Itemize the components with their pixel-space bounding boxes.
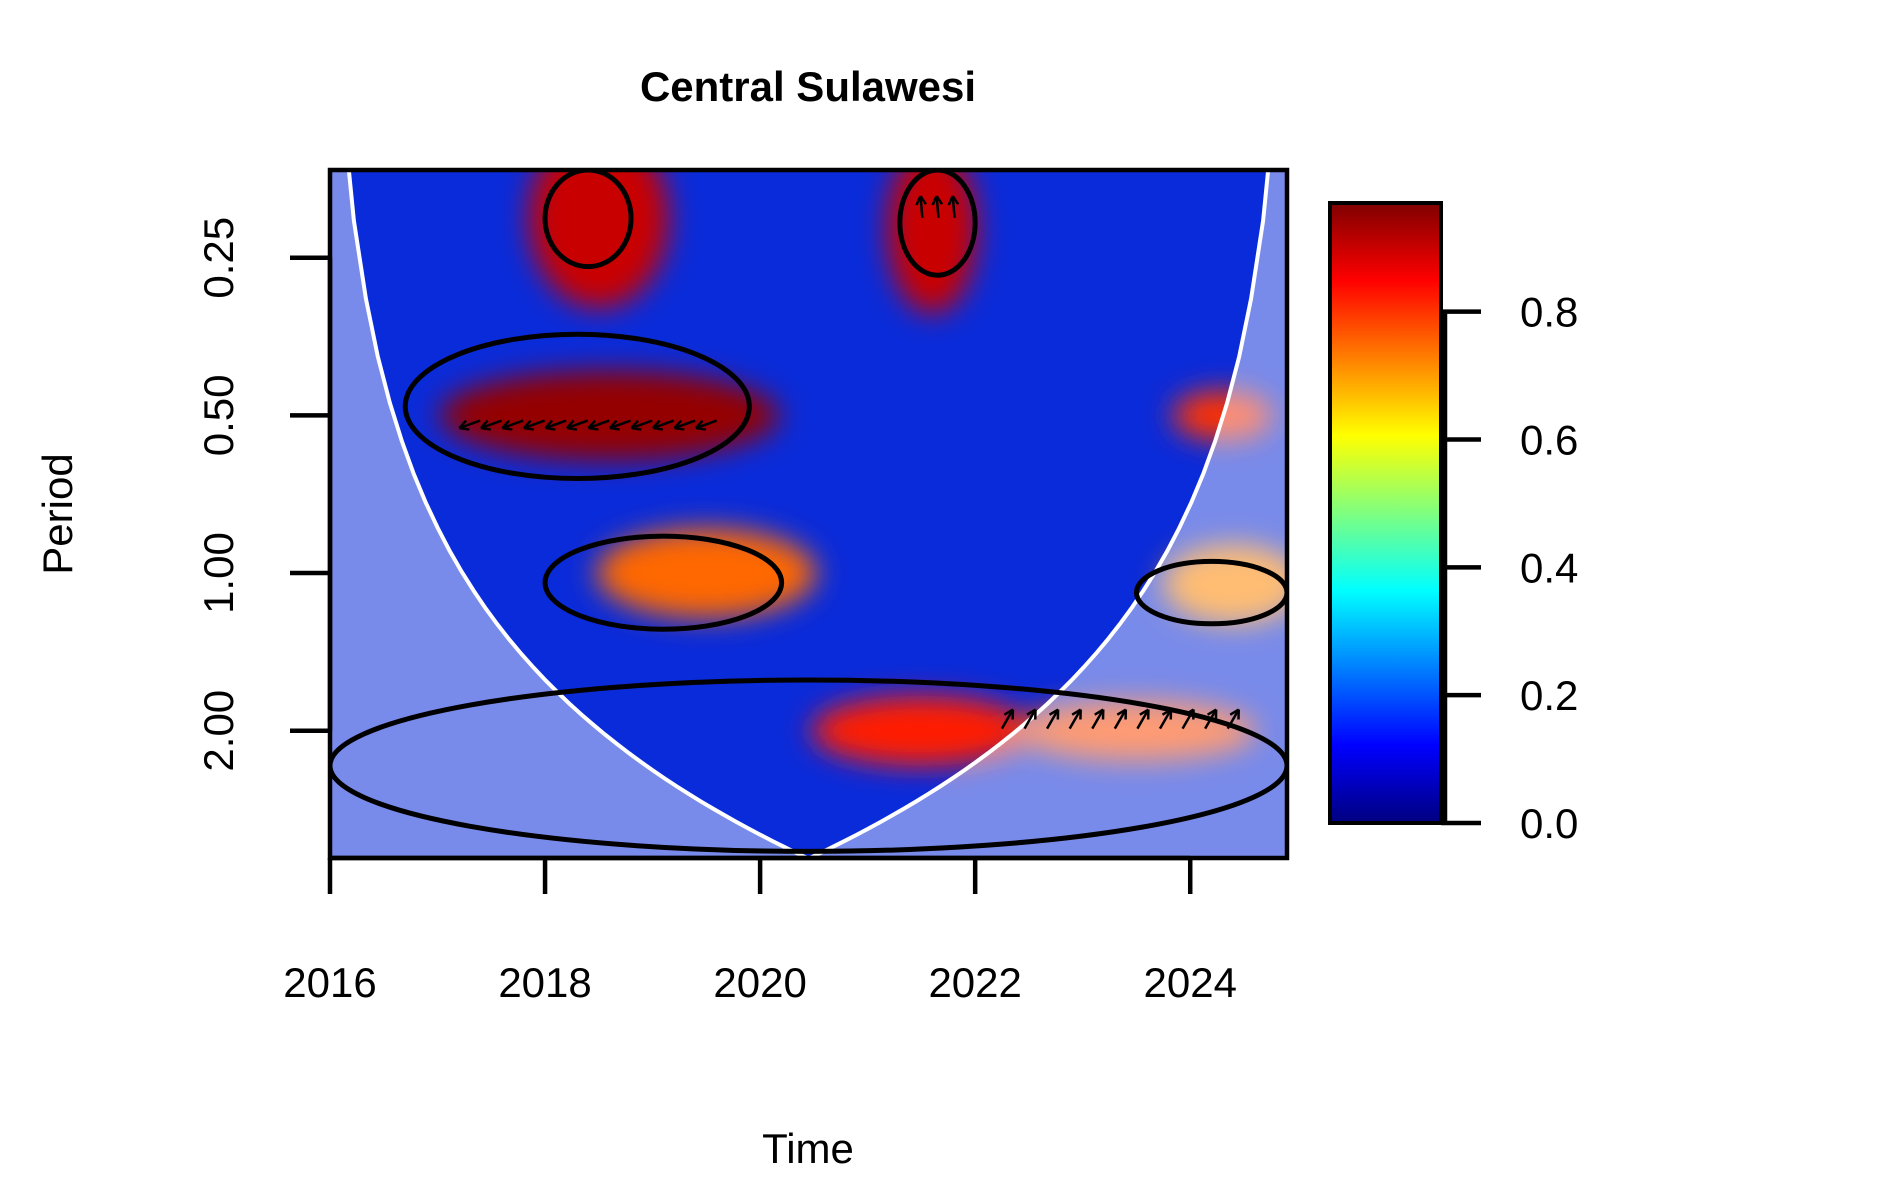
y-axis-title: Period <box>34 453 81 574</box>
colorbar-axis: 0.0 0.2 0.4 0.6 0.8 <box>1441 289 1578 847</box>
colorbar <box>1328 201 1443 825</box>
cone-of-influence-line <box>346 170 1271 858</box>
coi-shade <box>330 170 1287 858</box>
significance-contour-middle <box>542 533 785 632</box>
significance-contour-right <box>1133 558 1287 627</box>
phase-arrow <box>1226 708 1240 730</box>
significance-contours <box>330 170 1287 854</box>
phase-arrow <box>630 419 653 431</box>
heatmap-hotspot <box>811 695 1032 766</box>
y-tick-label: 1.00 <box>195 532 242 614</box>
x-axis-title: Time <box>762 1125 854 1172</box>
phase-arrow <box>1046 708 1060 730</box>
significance-contour-bottom-band <box>330 677 1287 854</box>
phase-arrow <box>480 419 503 431</box>
phase-arrow <box>1181 708 1195 730</box>
heatmap-hotspot <box>439 370 780 461</box>
y-tick-label: 0.50 <box>195 375 242 457</box>
phase-arrow <box>587 419 610 431</box>
chart-title: Central Sulawesi <box>640 63 976 110</box>
phase-arrow <box>947 195 960 219</box>
x-tick-label: 2022 <box>928 959 1021 1006</box>
phase-arrow <box>673 419 696 431</box>
phase-arrow <box>544 419 567 431</box>
y-axis: 0.25 0.50 1.00 2.00 <box>195 217 333 772</box>
phase-arrow <box>695 419 718 431</box>
phase-arrow <box>652 419 675 431</box>
y-tick-label: 0.25 <box>195 217 242 299</box>
plot-area <box>330 170 1287 858</box>
phase-arrow <box>523 419 546 431</box>
phase-arrow <box>501 419 524 431</box>
significance-contour-left-middle <box>402 331 752 482</box>
heatmap-hotspot <box>596 528 817 619</box>
x-axis: 2016 2018 2020 2022 2024 <box>283 855 1237 1006</box>
phase-arrow <box>566 419 589 431</box>
phase-arrow <box>1113 708 1128 730</box>
cone-of-influence-shade <box>330 170 1287 858</box>
phase-arrow <box>915 195 928 219</box>
x-tick-label: 2016 <box>283 959 376 1006</box>
phase-arrow <box>609 419 632 431</box>
x-tick-label: 2020 <box>713 959 806 1006</box>
colorbar-tick-label: 0.4 <box>1520 544 1578 591</box>
phase-arrow <box>1091 708 1105 730</box>
x-tick-label: 2024 <box>1144 959 1237 1006</box>
phase-arrow <box>1136 708 1150 730</box>
colorbar-tick-label: 0.6 <box>1520 416 1578 463</box>
phase-arrows <box>458 195 1240 730</box>
phase-arrow <box>1023 708 1037 730</box>
phase-arrow <box>1000 708 1015 730</box>
colorbar-tick-label: 0.2 <box>1520 672 1578 719</box>
phase-arrow <box>1068 708 1082 730</box>
phase-arrow <box>1204 708 1218 730</box>
significance-contour-top-middle <box>897 170 978 278</box>
phase-arrow <box>1158 708 1173 730</box>
heatmap-hotspot <box>528 170 669 309</box>
x-tick-label: 2018 <box>498 959 591 1006</box>
significance-contour-top-left <box>542 170 634 270</box>
phase-arrow <box>458 419 481 431</box>
colorbar-tick-label: 0.0 <box>1520 800 1578 847</box>
colorbar-tick-label: 0.8 <box>1520 289 1578 336</box>
phase-arrow <box>931 195 944 219</box>
y-tick-label: 2.00 <box>195 690 242 772</box>
